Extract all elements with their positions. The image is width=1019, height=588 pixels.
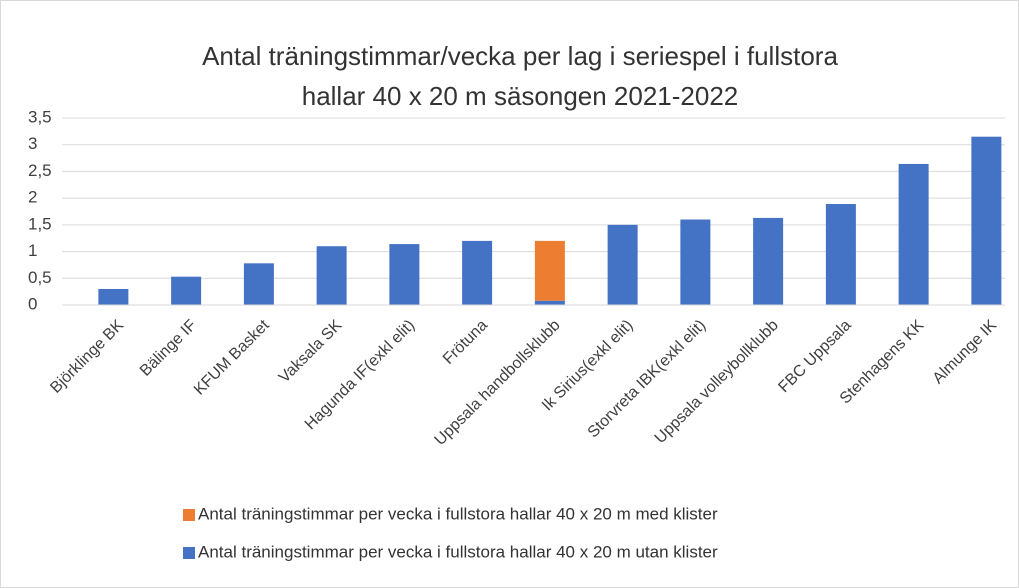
- chart-title: Antal träningstimmar/vecka per lag i ser…: [202, 41, 838, 71]
- y-tick-label: 2,5: [28, 161, 52, 180]
- bar-segment: [171, 276, 202, 305]
- y-tick-label: 0,5: [28, 268, 52, 287]
- legend-swatch: [183, 509, 195, 521]
- bar-segment: [971, 136, 1002, 305]
- bar-segment: [753, 217, 784, 305]
- bar-segment: [534, 240, 565, 301]
- bar-segment: [825, 204, 856, 305]
- chart-title: hallar 40 x 20 m säsongen 2021-2022: [302, 81, 739, 111]
- bar-segment: [462, 240, 493, 305]
- bar-segment: [534, 300, 565, 305]
- bar-segment: [389, 244, 420, 305]
- y-tick-label: 0: [28, 294, 37, 313]
- bar-segment: [607, 224, 638, 305]
- y-tick-label: 3: [28, 134, 37, 153]
- y-tick-label: 1: [28, 241, 37, 260]
- legend-label: Antal träningstimmar per vecka i fullsto…: [198, 504, 718, 523]
- legend-label: Antal träningstimmar per vecka i fullsto…: [198, 542, 718, 561]
- bar-segment: [98, 288, 129, 305]
- bar-segment: [680, 219, 711, 305]
- bar-segment: [243, 263, 274, 305]
- y-tick-label: 1,5: [28, 214, 52, 233]
- y-tick-label: 2: [28, 188, 37, 207]
- bar-segment: [898, 163, 929, 305]
- bar-segment: [316, 246, 347, 305]
- legend-swatch: [183, 547, 195, 559]
- y-tick-label: 3,5: [28, 107, 52, 126]
